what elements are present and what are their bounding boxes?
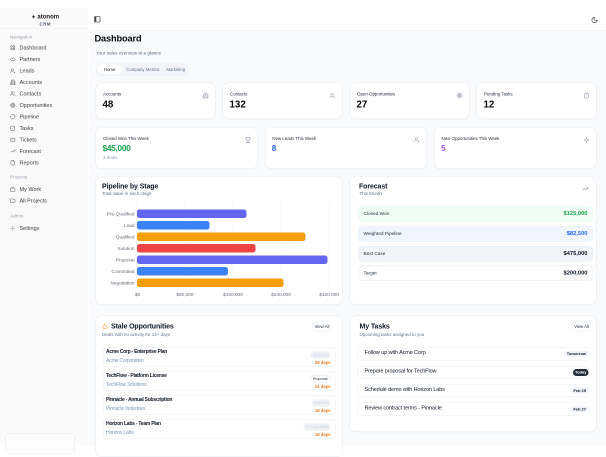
svg-text:$240,000: $240,000 bbox=[271, 292, 291, 298]
svg-text:Negotiation: Negotiation bbox=[110, 281, 134, 287]
svg-text:Solution: Solution bbox=[117, 246, 135, 252]
svg-text:Qualified: Qualified bbox=[116, 235, 135, 241]
svg-text:$0: $0 bbox=[135, 292, 141, 298]
svg-text:Lead: Lead bbox=[124, 223, 135, 229]
svg-text:Proposal: Proposal bbox=[116, 258, 135, 264]
svg-text:Committed: Committed bbox=[112, 269, 135, 275]
svg-text:$160,000: $160,000 bbox=[223, 292, 243, 298]
svg-text:Pre-Qualified: Pre-Qualified bbox=[107, 212, 135, 218]
svg-text:$320,000: $320,000 bbox=[319, 292, 339, 298]
svg-text:$80,000: $80,000 bbox=[176, 292, 194, 298]
